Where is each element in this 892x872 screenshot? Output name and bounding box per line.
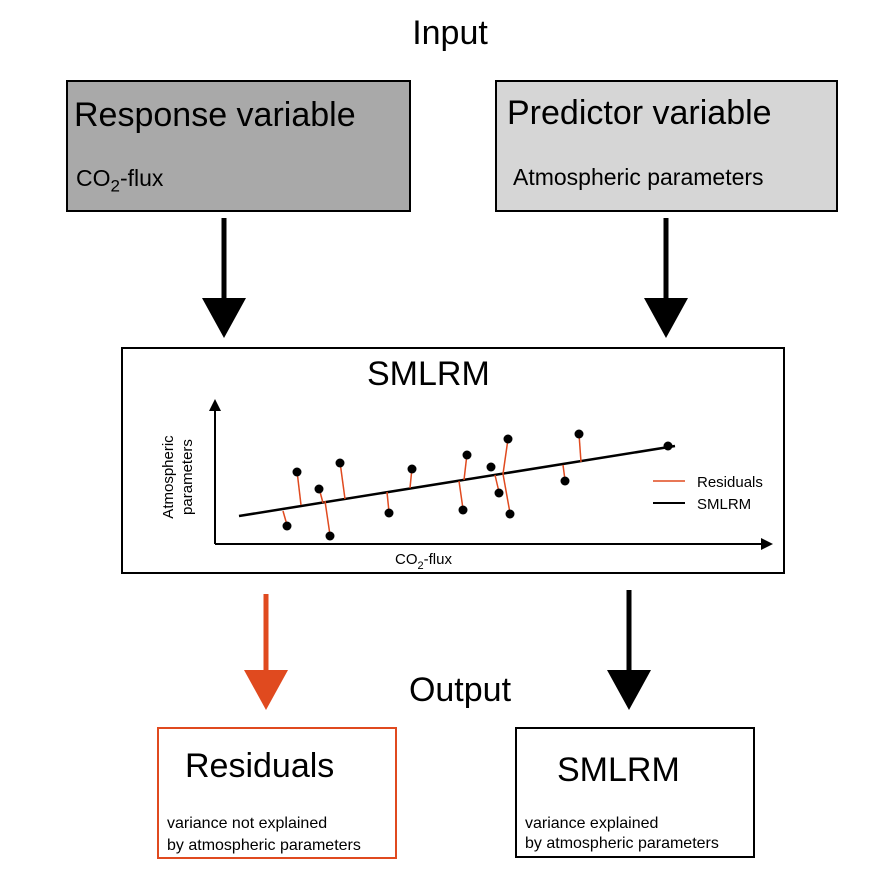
residual-line [324,500,331,536]
response-variable-box: Response variable CO2-flux [66,80,411,212]
data-point [292,467,302,477]
arrow-predictor-head [644,298,688,338]
data-point [503,434,513,444]
residual-line [578,433,582,463]
x-axis-label-sub: 2 [418,560,424,572]
data-point [560,476,570,486]
residual-line [296,470,302,506]
data-point [486,462,496,472]
residuals-output-line2: by atmospheric parameters [167,837,361,854]
flux-text: -flux [119,165,164,191]
x-axis-label-main: CO [395,551,418,568]
co2-subscript: 2 [110,176,120,196]
residual-line [502,473,511,514]
data-point [462,450,472,460]
data-point [407,464,417,474]
smlrm-output-box: SMLRM variance explained by atmospheric … [515,727,755,858]
data-point [458,505,468,515]
residuals-output-title: Residuals [185,747,335,785]
arrow-response-head [202,298,246,338]
residual-line [458,480,464,510]
data-point [314,484,324,494]
x-axis-label: CO2-flux [395,551,452,572]
smlrm-model-title: SMLRM [367,355,490,393]
regression-plot: Atmospheric parameters CO2-flux Residual… [160,399,773,572]
residual-line [339,461,346,500]
data-point [335,458,345,468]
legend-residuals-label: Residuals [697,474,763,491]
arrow-smlrm-head [607,670,651,710]
smlrm-regression-line [238,444,676,518]
residual-line [502,438,509,475]
response-variable-title: Response variable [74,96,356,134]
response-variable-subtitle: CO2-flux [76,165,163,197]
predictor-variable-subtitle: Atmospheric parameters [513,164,764,190]
output-heading: Output [408,671,512,709]
residual-lines [282,433,582,536]
data-points [282,429,673,541]
data-point [494,488,504,498]
legend-model-label: SMLRM [697,496,751,513]
input-heading: Input [412,14,488,52]
smlrm-model-box: SMLRM [121,347,785,574]
y-axis-label-line2: parameters [179,439,196,515]
predictor-variable-title: Predictor variable [507,94,772,132]
data-point [505,509,515,519]
data-point [574,429,584,439]
y-axis-label-line1: Atmospheric [160,435,177,519]
predictor-variable-box: Predictor variable Atmospheric parameter… [495,80,838,212]
data-point [282,521,292,531]
smlrm-output-title: SMLRM [557,751,680,789]
arrow-residuals-head [244,670,288,710]
residuals-output-line1: variance not explained [167,815,328,832]
data-point [325,531,335,541]
data-point [384,508,394,518]
residuals-output-box: Residuals variance not explained by atmo… [157,727,397,859]
co2-text: CO [76,165,111,191]
x-axis-label-rest: -flux [424,551,453,568]
y-axis-arrowhead [209,399,221,411]
data-point [663,441,673,451]
smlrm-output-line1: variance explained [525,815,659,832]
x-axis-arrowhead [761,538,773,550]
smlrm-output-line2: by atmospheric parameters [525,835,719,852]
